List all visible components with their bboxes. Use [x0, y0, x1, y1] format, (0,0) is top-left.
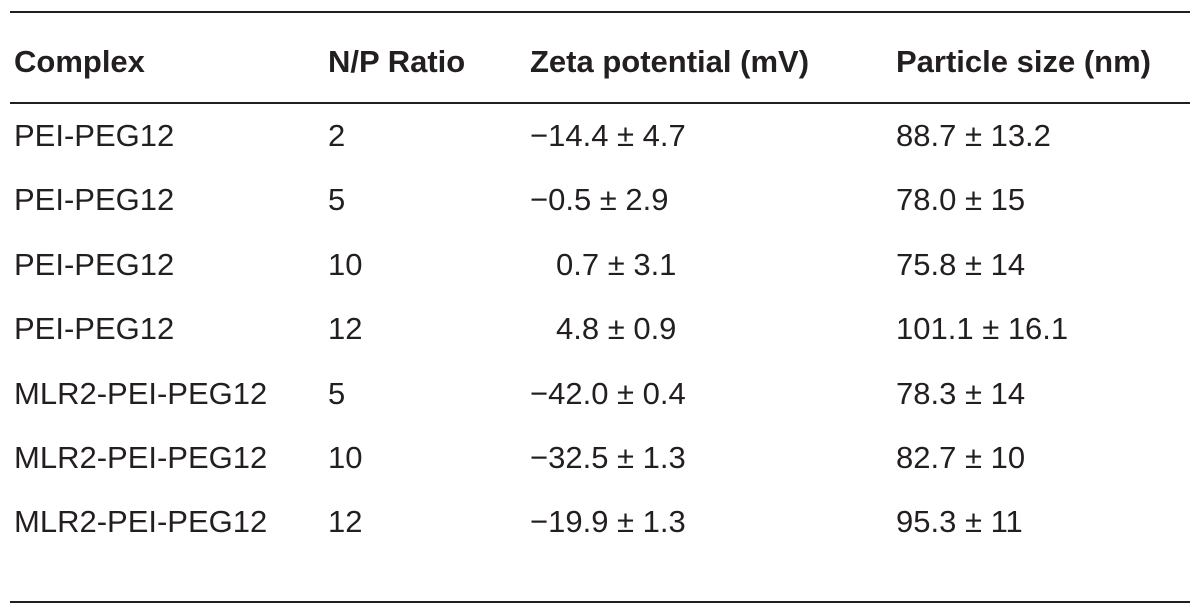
- cell-zeta-potential: −14.4 ± 4.7: [530, 118, 686, 153]
- cell-np-ratio: 12: [328, 311, 363, 347]
- cell-complex: PEI-PEG12: [14, 311, 175, 347]
- header-np-ratio: N/P Ratio: [328, 44, 466, 79]
- top-rule: [10, 11, 1190, 13]
- cell-np-ratio: 5: [328, 182, 346, 218]
- header-zeta-potential: Zeta potential (mV): [530, 44, 810, 79]
- cell-zeta-potential: −0.5 ± 2.9: [530, 182, 669, 218]
- cell-particle-size: 95.3 ± 11: [896, 504, 1023, 540]
- cell-zeta-potential: −32.5 ± 1.3: [530, 440, 686, 475]
- cell-particle-size: 75.8 ± 14: [896, 246, 1026, 282]
- cell-complex: MLR2-PEI-PEG12: [14, 440, 268, 475]
- table-row: PEI-PEG12 12 4.8 ± 0.9 101.1 ± 16.1: [0, 305, 1200, 353]
- table-header-row: Complex N/P Ratio Zeta potential (mV) Pa…: [0, 38, 1200, 86]
- cell-zeta-potential: 0.7 ± 3.1: [556, 246, 677, 282]
- cell-np-ratio: 2: [328, 118, 346, 153]
- cell-complex: MLR2-PEI-PEG12: [14, 504, 268, 540]
- cell-np-ratio: 12: [328, 504, 363, 540]
- cell-complex: PEI-PEG12: [14, 118, 175, 153]
- header-particle-size: Particle size (nm): [896, 44, 1151, 79]
- cell-np-ratio: 5: [328, 375, 346, 411]
- cell-np-ratio: 10: [328, 246, 363, 282]
- cell-zeta-potential: −19.9 ± 1.3: [530, 504, 686, 540]
- table-row: MLR2-PEI-PEG12 10 −32.5 ± 1.3 82.7 ± 10: [0, 434, 1200, 482]
- cell-particle-size: 78.3 ± 14: [896, 375, 1026, 411]
- cell-particle-size: 101.1 ± 16.1: [896, 311, 1069, 347]
- bottom-rule: [10, 601, 1190, 603]
- table-row: MLR2-PEI-PEG12 12 −19.9 ± 1.3 95.3 ± 11: [0, 498, 1200, 546]
- cell-zeta-potential: −42.0 ± 0.4: [530, 375, 686, 411]
- cell-complex: MLR2-PEI-PEG12: [14, 375, 268, 411]
- cell-zeta-potential: 4.8 ± 0.9: [556, 311, 677, 347]
- cell-particle-size: 88.7 ± 13.2: [896, 118, 1051, 153]
- cell-np-ratio: 10: [328, 440, 363, 475]
- cell-complex: PEI-PEG12: [14, 182, 175, 218]
- table-row: PEI-PEG12 2 −14.4 ± 4.7 88.7 ± 13.2: [0, 112, 1200, 160]
- header-rule: [10, 102, 1190, 104]
- cell-particle-size: 78.0 ± 15: [896, 182, 1026, 218]
- cell-particle-size: 82.7 ± 10: [896, 440, 1026, 475]
- table-row: PEI-PEG12 5 −0.5 ± 2.9 78.0 ± 15: [0, 176, 1200, 224]
- table-row: PEI-PEG12 10 0.7 ± 3.1 75.8 ± 14: [0, 241, 1200, 289]
- table-row: MLR2-PEI-PEG12 5 −42.0 ± 0.4 78.3 ± 14: [0, 370, 1200, 418]
- cell-complex: PEI-PEG12: [14, 246, 175, 282]
- header-complex: Complex: [14, 44, 145, 79]
